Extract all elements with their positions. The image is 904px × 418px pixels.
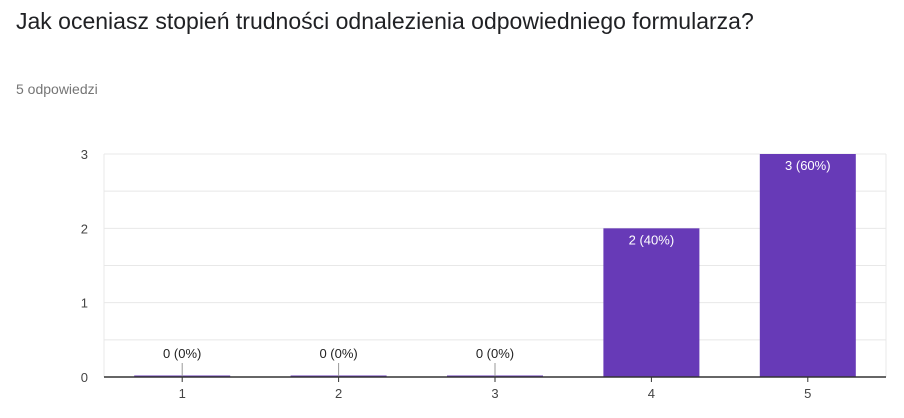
y-tick-label: 3 [81,147,88,162]
x-tick-label: 1 [179,386,186,401]
bar-5 [759,154,856,377]
x-tick-label: 4 [648,386,655,401]
question-title: Jak oceniasz stopień trudności odnalezie… [16,8,754,34]
bar-4 [603,228,700,377]
y-tick-label: 1 [81,296,88,311]
data-label: 0 (0%) [476,346,514,361]
axis-layer [104,363,886,382]
y-tick-label: 0 [81,370,88,385]
bar-layer [134,154,856,377]
y-tick-label: 2 [81,221,88,236]
grid-layer [103,153,887,377]
data-label: 3 (60%) [785,158,831,173]
x-tick-label: 2 [335,386,342,401]
x-tick-label: 5 [804,386,811,401]
x-tick-label: 3 [491,386,498,401]
data-label: 0 (0%) [163,346,201,361]
data-label: 0 (0%) [319,346,357,361]
response-count: 5 odpowiedzi [16,81,98,97]
data-label: 2 (40%) [629,232,675,247]
label-layer: 0 1 2 3 1 0 (0%) 2 0 (0%) 3 0 (0%) 4 2 (40%) 5 3 (60%… [81,147,831,401]
